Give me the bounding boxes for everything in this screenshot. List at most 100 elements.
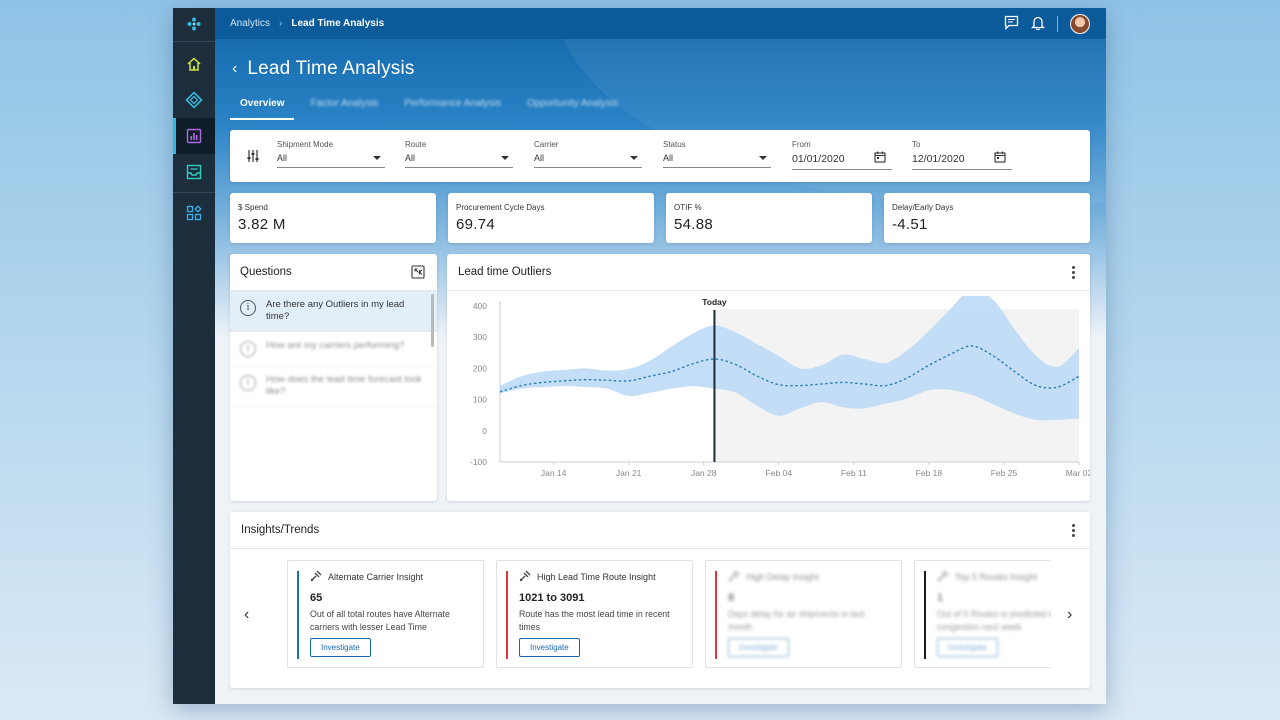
carrier-label: Carrier <box>534 140 559 149</box>
y-tick-label: -100 <box>470 457 487 467</box>
kpi-value: -4.51 <box>892 216 928 233</box>
to-date-field[interactable]: To 12/01/2020 <box>912 140 1012 170</box>
scrollbar[interactable] <box>431 294 434 347</box>
kpi-label: Procurement Cycle Days <box>456 203 545 212</box>
route-value: All <box>405 153 416 163</box>
more-options-icon[interactable] <box>1072 266 1076 281</box>
route-label: Route <box>405 140 427 149</box>
nav-analytics-icon[interactable] <box>173 118 215 154</box>
x-tick-label: Feb 11 <box>841 468 867 478</box>
satellite-icon <box>728 570 746 584</box>
caret-down-icon <box>630 156 638 160</box>
back-chevron-icon[interactable]: ‹ <box>232 60 238 77</box>
carousel-prev-icon[interactable]: ‹ <box>244 606 250 623</box>
insight-text: Out of 5 Routes is predicted to have con… <box>937 609 1051 632</box>
kpi-procurement-cycle: Procurement Cycle Days 69.74 <box>448 193 654 243</box>
info-icon: i <box>240 374 256 391</box>
kpi-spend: $ Spend 3.82 M <box>230 193 436 243</box>
insights-panel: Insights/Trends ‹ Alternate Carrier Insi… <box>230 512 1090 688</box>
calendar-icon[interactable] <box>994 151 1006 166</box>
insight-title: Top 5 Routes Insight <box>955 572 1038 582</box>
kpi-value: 54.88 <box>674 216 714 233</box>
breadcrumb-current: Lead Time Analysis <box>291 18 385 29</box>
tab-overview[interactable]: Overview <box>230 95 295 120</box>
insight-carousel: Alternate Carrier Insight 65 Out of all … <box>271 560 1051 670</box>
nav-tag-icon[interactable] <box>173 82 215 118</box>
carrier-value: All <box>534 153 545 163</box>
carousel-next-icon[interactable]: › <box>1067 606 1073 623</box>
user-avatar[interactable] <box>1070 13 1090 34</box>
kpi-otif: OTIF % 54.88 <box>666 193 872 243</box>
calendar-icon[interactable] <box>874 151 886 166</box>
main-area: Analytics › Lead Time Analysis ‹ Lead Ti… <box>215 8 1106 704</box>
tab-performance-analysis[interactable]: Performance Analysis <box>404 98 502 109</box>
to-date-value: 12/01/2020 <box>912 153 965 165</box>
nav-home-icon[interactable] <box>173 46 215 82</box>
more-options-icon[interactable] <box>1072 524 1076 539</box>
nav-inbox-icon[interactable] <box>173 154 215 190</box>
insight-text: Out of all total routes have Alternate c… <box>310 609 450 632</box>
y-tick-label: 400 <box>473 301 487 311</box>
insight-title: High Delay Insight <box>746 572 820 582</box>
insight-number: 1021 to 3091 <box>519 592 585 604</box>
tab-factor-analysis[interactable]: Factor Analysis <box>310 98 379 109</box>
investigate-button[interactable]: Investigate <box>728 638 789 657</box>
shipment-mode-label: Shipment Mode <box>277 140 334 149</box>
insight-accent-bar <box>715 571 717 659</box>
confidence-band <box>500 296 1079 421</box>
satellite-icon <box>519 570 537 584</box>
lead-time-chart-card: Lead time Outliers 400 300 200 100 0 -100 Jan … <box>447 254 1090 501</box>
chat-icon[interactable] <box>1004 15 1019 33</box>
bell-icon[interactable] <box>1030 15 1046 33</box>
app-logo-icon[interactable] <box>173 8 215 39</box>
question-item[interactable]: i Are there any Outliers in my lead time… <box>230 291 437 332</box>
mean-line <box>500 345 1079 393</box>
lead-time-chart: 400 300 200 100 0 -100 Jan 14 Jan 21 Jan 28 Feb 0… <box>470 296 1090 478</box>
insight-number: 8 <box>728 592 735 604</box>
y-tick-label: 200 <box>473 363 487 373</box>
info-icon: i <box>240 300 256 316</box>
x-tick-label: Jan 21 <box>616 468 642 478</box>
x-tick-label: Jan 28 <box>691 468 717 478</box>
from-date-field[interactable]: From 01/01/2020 <box>792 140 892 170</box>
today-label: Today <box>702 297 727 307</box>
x-tick-label: Jan 14 <box>541 468 567 478</box>
route-select[interactable]: Route All <box>405 140 513 168</box>
tab-opportunity-analysis[interactable]: Opportunity Analysis <box>527 98 619 109</box>
chart-title: Lead time Outliers <box>458 266 552 278</box>
satellite-icon <box>310 570 328 584</box>
question-item[interactable]: i How does the lead time forecast look l… <box>230 366 437 407</box>
carrier-select[interactable]: Carrier All <box>534 140 642 168</box>
x-tick-label: Feb 25 <box>991 468 1018 478</box>
question-item[interactable]: i How are my carriers performing? <box>230 332 437 366</box>
status-label: Status <box>663 140 686 149</box>
shipment-mode-select[interactable]: Shipment Mode All <box>277 140 385 168</box>
breadcrumb-parent[interactable]: Analytics <box>230 18 271 29</box>
collapse-icon[interactable] <box>411 265 425 282</box>
y-tick-label: 100 <box>473 395 487 405</box>
insight-text: Days delay for air shipments in last mon… <box>728 609 865 632</box>
investigate-button[interactable]: Investigate <box>937 638 998 657</box>
insights-title: Insights/Trends <box>241 524 320 536</box>
shipment-mode-value: All <box>277 153 288 163</box>
from-label: From <box>792 140 811 149</box>
question-text: How are my carriers performing? <box>266 339 405 351</box>
investigate-button[interactable]: Investigate <box>519 638 580 657</box>
kpi-label: Delay/Early Days <box>892 203 954 212</box>
status-select[interactable]: Status All <box>663 140 771 168</box>
kpi-value: 3.82 M <box>238 216 286 233</box>
caret-down-icon <box>759 156 767 160</box>
y-tick-label: 0 <box>482 426 487 436</box>
app-window: Analytics › Lead Time Analysis ‹ Lead Ti… <box>173 8 1106 704</box>
nav-apps-icon[interactable] <box>173 195 215 231</box>
filter-sliders-icon[interactable] <box>230 149 276 163</box>
question-text: Are there any Outliers in my lead time? <box>266 299 405 322</box>
x-tick-label: Feb 04 <box>766 468 793 478</box>
insight-card: High Delay Insight 8 Days delay for air … <box>705 560 902 668</box>
investigate-button[interactable]: Investigate <box>310 638 371 657</box>
filter-bar: Shipment Mode All Route All Carrier All … <box>230 130 1090 182</box>
kpi-delay-early: Delay/Early Days -4.51 <box>884 193 1090 243</box>
insight-number: 65 <box>310 592 323 604</box>
kpi-value: 69.74 <box>456 216 496 233</box>
status-value: All <box>663 153 674 163</box>
